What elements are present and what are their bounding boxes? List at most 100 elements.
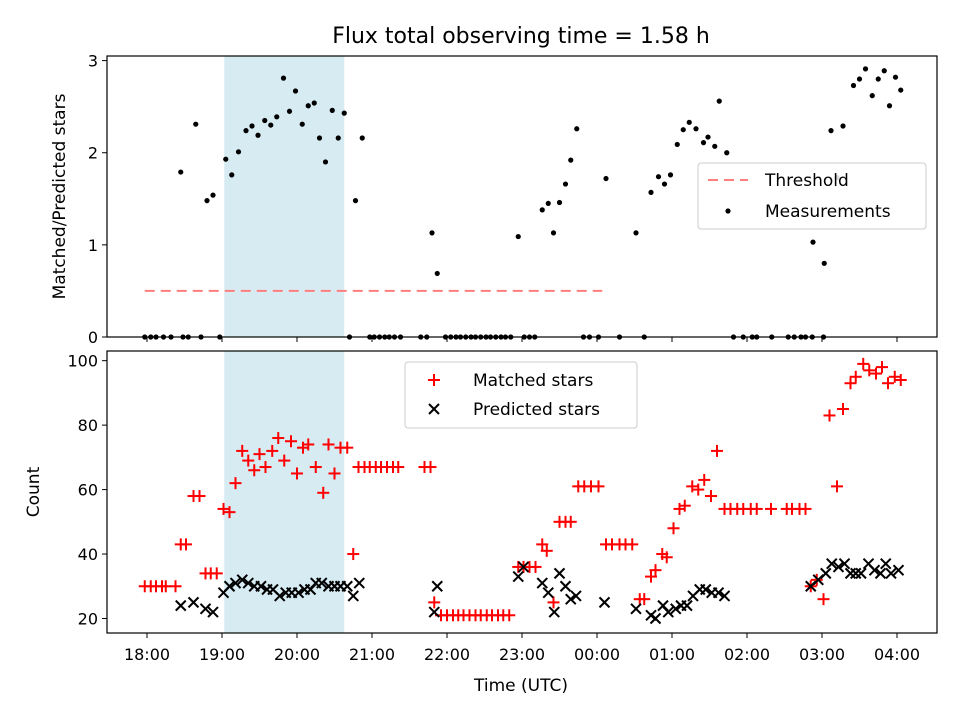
measurement-point	[892, 74, 899, 80]
measurement-point	[633, 230, 639, 236]
predicted-star-point	[844, 567, 857, 580]
matched-star-point	[626, 538, 639, 551]
measurement-point	[243, 128, 249, 134]
measurement-point	[680, 127, 686, 133]
matched-star-point	[837, 403, 849, 416]
matched-star-point	[309, 461, 322, 474]
legend-measurements-label: Measurements	[765, 202, 891, 222]
measurement-point	[329, 107, 335, 113]
matched-star-point	[266, 444, 279, 457]
matched-star-point	[638, 593, 651, 606]
predicted-star-point	[712, 587, 725, 599]
observing-interval-shade	[224, 56, 345, 337]
matched-star-point	[322, 438, 335, 451]
measurement-point	[429, 230, 435, 236]
predicted-star-point	[316, 577, 328, 589]
matched-star-point	[341, 441, 354, 454]
matched-star-point	[750, 502, 763, 515]
measurement-point	[724, 150, 730, 156]
matched-star-point	[229, 477, 242, 490]
measurement-point	[667, 172, 674, 178]
top-y-tick-label: 0	[88, 328, 98, 347]
measurement-point	[716, 98, 722, 104]
matched-star-point	[428, 596, 441, 609]
matched-star-point	[876, 361, 888, 374]
matched-star-point	[242, 454, 255, 467]
measurement-point	[661, 181, 668, 187]
predicted-star-point	[826, 558, 838, 570]
measurement-point	[322, 159, 329, 165]
measurement-point	[255, 132, 261, 138]
predicted-star-point	[874, 567, 887, 580]
measurement-point	[178, 169, 184, 175]
matched-star-point	[678, 499, 691, 512]
matched-star-point	[799, 502, 812, 515]
measurement-point	[655, 174, 662, 180]
measurement-point	[193, 121, 199, 127]
matched-star-point	[223, 506, 236, 519]
predicted-star-point	[670, 603, 682, 615]
measurement-point	[262, 117, 268, 124]
measurement-point	[603, 175, 609, 182]
matched-star-point	[248, 464, 261, 477]
predicted-star-point	[175, 599, 187, 612]
predicted-star-point	[353, 577, 365, 589]
predicted-star-point	[229, 577, 242, 589]
predicted-star-point	[598, 596, 611, 609]
matched-star-point	[503, 609, 516, 622]
matched-star-point	[253, 448, 266, 461]
measurement-point	[229, 172, 235, 178]
measurement-point	[268, 122, 274, 128]
x-tick-label: 02:00	[724, 645, 770, 664]
top-legend-box	[697, 162, 927, 230]
matched-star-point	[711, 444, 723, 457]
legend-matched-label: Matched stars	[473, 371, 593, 391]
predicted-star-point	[187, 596, 200, 609]
predicted-star-point	[207, 606, 219, 618]
top-legend: Threshold Measurements	[697, 162, 927, 230]
legend-matched-swatch	[428, 374, 440, 386]
measurement-point	[335, 135, 341, 141]
measurement-point	[515, 233, 521, 240]
predicted-star-point	[832, 561, 845, 573]
matched-star-point	[317, 486, 330, 499]
matched-star-point	[765, 502, 777, 515]
x-axis-label: Time (UTC)	[473, 676, 568, 696]
predicted-star-point	[274, 590, 286, 602]
matched-star-point	[810, 573, 823, 586]
matched-star-point	[278, 454, 291, 467]
predicted-star-point	[820, 567, 832, 580]
matched-star-point	[823, 409, 836, 422]
matched-star-point	[169, 580, 182, 593]
bottom-y-axis-label: Count	[24, 466, 44, 517]
matched-star-point	[210, 567, 223, 580]
matched-star-point	[193, 490, 206, 503]
measurement-point	[210, 192, 216, 198]
measurement-point	[292, 88, 299, 94]
measurement-point	[821, 260, 827, 266]
predicted-star-point	[428, 606, 440, 618]
matched-star-point	[564, 515, 577, 528]
measurement-point	[700, 140, 707, 146]
matched-star-point	[660, 551, 673, 564]
predicted-star-point	[700, 583, 712, 596]
measurement-point	[305, 103, 311, 109]
measurement-point	[828, 128, 834, 134]
predicted-star-point	[570, 590, 582, 602]
bottom-y-ticks: 20 40 60 80 100	[67, 352, 107, 628]
predicted-star-point	[548, 606, 560, 618]
measurement-point	[881, 68, 887, 74]
predicted-star-point	[559, 580, 572, 592]
top-panel: 0 1 2 3 Matched/Predicted stars Threshold M…	[50, 52, 938, 347]
legend-threshold-label: Threshold	[764, 171, 849, 191]
measurement-point	[648, 189, 654, 195]
predicted-star-point	[223, 580, 236, 592]
predicted-star-point	[242, 577, 254, 589]
x-tick-label: 18:00	[124, 645, 170, 664]
predicted-star-point	[341, 580, 353, 592]
predicted-star-point	[236, 574, 248, 586]
predicted-star-point	[880, 558, 892, 570]
matched-star-point	[705, 490, 717, 503]
matched-star-point	[817, 593, 830, 606]
